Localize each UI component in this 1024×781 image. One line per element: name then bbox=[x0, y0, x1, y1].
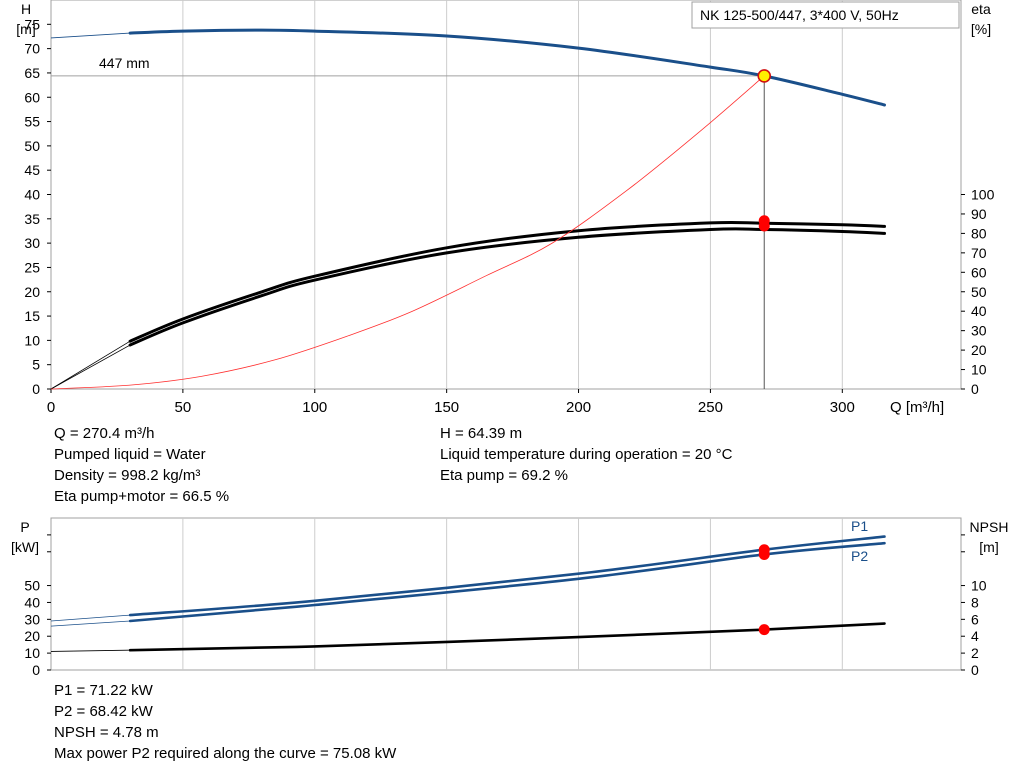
info-eta-pump: Eta pump = 69.2 % bbox=[440, 467, 568, 484]
info-p1: P1 = 71.22 kW bbox=[54, 682, 153, 699]
curve-p1 bbox=[128, 535, 886, 617]
curve-system-curve bbox=[50, 75, 765, 390]
curve-extension-p2 bbox=[50, 620, 131, 627]
curve-npsh bbox=[128, 622, 886, 652]
head-tick-label-35: 35 bbox=[24, 211, 40, 227]
flow-tick-label-100: 100 bbox=[302, 399, 327, 416]
eta-tick-label-0: 0 bbox=[971, 381, 979, 397]
info-top-left: Q = 270.4 m³/h Pumped liquid = Water Den… bbox=[54, 423, 229, 507]
power-tick-label-0: 0 bbox=[32, 662, 40, 678]
duty-marker-npsh-2 bbox=[758, 624, 770, 636]
duty-marker-p-1 bbox=[758, 548, 770, 560]
flow-tick-label-300: 300 bbox=[830, 399, 855, 416]
head-tick-label-55: 55 bbox=[24, 114, 40, 130]
curve-extension-p1 bbox=[50, 614, 131, 622]
p2-label: P2 bbox=[851, 548, 868, 564]
npsh-tick-label-0: 0 bbox=[971, 662, 979, 678]
head-tick-label-30: 30 bbox=[24, 235, 40, 251]
curve-eta-pump bbox=[128, 220, 886, 343]
curve-p2 bbox=[128, 541, 886, 623]
head-tick-label-50: 50 bbox=[24, 138, 40, 154]
eta-tick-label-70: 70 bbox=[971, 245, 987, 261]
head-tick-label-5: 5 bbox=[32, 357, 40, 373]
gridlines bbox=[51, 0, 843, 670]
eta-tick-label-30: 30 bbox=[971, 323, 987, 339]
p1-label: P1 bbox=[851, 518, 868, 534]
head-tick-label-0: 0 bbox=[32, 381, 40, 397]
duty-marker-eta-2 bbox=[758, 220, 770, 232]
curve-extension-447-mm bbox=[50, 32, 131, 39]
impeller-label: 447 mm bbox=[99, 55, 150, 71]
curve-extension-npsh bbox=[50, 649, 131, 652]
eta-axis-unit: [%] bbox=[971, 21, 991, 37]
power-tick-label-20: 20 bbox=[24, 628, 40, 644]
duty-markers bbox=[757, 69, 772, 636]
npsh-axis-unit: [m] bbox=[979, 539, 998, 555]
curve-extension-eta-pump-motor bbox=[50, 344, 131, 390]
head-tick-label-75: 75 bbox=[24, 16, 40, 32]
eta-tick-label-90: 90 bbox=[971, 206, 987, 222]
info-bottom: P1 = 71.22 kW P2 = 68.42 kW NPSH = 4.78 … bbox=[54, 680, 396, 764]
head-tick-label-10: 10 bbox=[24, 332, 40, 348]
curve-447-mm bbox=[128, 28, 886, 107]
power-axis-name: P bbox=[20, 519, 29, 535]
power-axis-unit: [kW] bbox=[11, 539, 39, 555]
eta-tick-label-80: 80 bbox=[971, 225, 987, 241]
eta-tick-label-10: 10 bbox=[971, 362, 987, 378]
npsh-tick-label-10: 10 bbox=[971, 578, 987, 594]
curve-extension-eta-pump bbox=[50, 340, 131, 390]
eta-tick-label-50: 50 bbox=[971, 284, 987, 300]
flow-tick-label-200: 200 bbox=[566, 399, 591, 416]
npsh-tick-label-2: 2 bbox=[971, 645, 979, 661]
head-tick-label-65: 65 bbox=[24, 65, 40, 81]
head-tick-label-40: 40 bbox=[24, 187, 40, 203]
info-eta-pump-motor: Eta pump+motor = 66.5 % bbox=[54, 488, 230, 505]
info-liquid: Pumped liquid = Water bbox=[54, 446, 206, 463]
npsh-tick-label-6: 6 bbox=[971, 611, 979, 627]
power-tick-label-40: 40 bbox=[24, 594, 40, 610]
flow-tick-label-50: 50 bbox=[175, 399, 192, 416]
info-head: H = 64.39 m bbox=[440, 425, 523, 442]
head-tick-label-20: 20 bbox=[24, 284, 40, 300]
flow-tick-label-0: 0 bbox=[47, 399, 55, 416]
head-tick-label-70: 70 bbox=[24, 41, 40, 57]
info-density: Density = 998.2 kg/m³ bbox=[54, 467, 201, 484]
duty-marker-h-0 bbox=[757, 69, 772, 83]
curves bbox=[50, 28, 886, 652]
flow-tick-label-150: 150 bbox=[434, 399, 459, 416]
pump-title: NK 125-500/447, 3*400 V, 50Hz bbox=[700, 7, 899, 23]
eta-axis-name: eta bbox=[971, 1, 991, 17]
npsh-axis-name: NPSH bbox=[970, 519, 1009, 535]
info-max-power: Max power P2 required along the curve = … bbox=[54, 745, 397, 762]
head-tick-label-15: 15 bbox=[24, 308, 40, 324]
info-npsh: NPSH = 4.78 m bbox=[54, 724, 159, 741]
head-axis-name: H bbox=[21, 1, 31, 17]
head-axis-unit: [m] bbox=[16, 21, 35, 37]
head-tick-label-25: 25 bbox=[24, 259, 40, 275]
eta-tick-label-60: 60 bbox=[971, 264, 987, 280]
head-panel-frame bbox=[50, 0, 962, 390]
info-flow: Q = 270.4 m³/h bbox=[54, 425, 155, 442]
power-tick-label-50: 50 bbox=[24, 578, 40, 594]
eta-tick-label-40: 40 bbox=[971, 303, 987, 319]
power-tick-label-30: 30 bbox=[24, 611, 40, 627]
flow-tick-label-250: 250 bbox=[698, 399, 723, 416]
eta-tick-label-100: 100 bbox=[971, 187, 995, 203]
axes: 0 50 100 150 200 250 3000510152025303540455055… bbox=[24, 16, 994, 678]
eta-tick-label-20: 20 bbox=[971, 342, 987, 358]
npsh-tick-label-4: 4 bbox=[971, 628, 979, 644]
head-tick-label-60: 60 bbox=[24, 89, 40, 105]
info-p2: P2 = 68.42 kW bbox=[54, 703, 153, 720]
power-panel-frame bbox=[50, 517, 962, 671]
flow-axis-label: Q [m³/h] bbox=[890, 399, 944, 416]
power-tick-label-10: 10 bbox=[24, 645, 40, 661]
curve-eta-pump-motor bbox=[128, 227, 886, 347]
info-temperature: Liquid temperature during operation = 20… bbox=[440, 446, 733, 463]
info-top-right: H = 64.39 m Liquid temperature during op… bbox=[440, 423, 732, 486]
npsh-tick-label-8: 8 bbox=[971, 594, 979, 610]
head-tick-label-45: 45 bbox=[24, 162, 40, 178]
pump-title-box bbox=[691, 1, 960, 29]
